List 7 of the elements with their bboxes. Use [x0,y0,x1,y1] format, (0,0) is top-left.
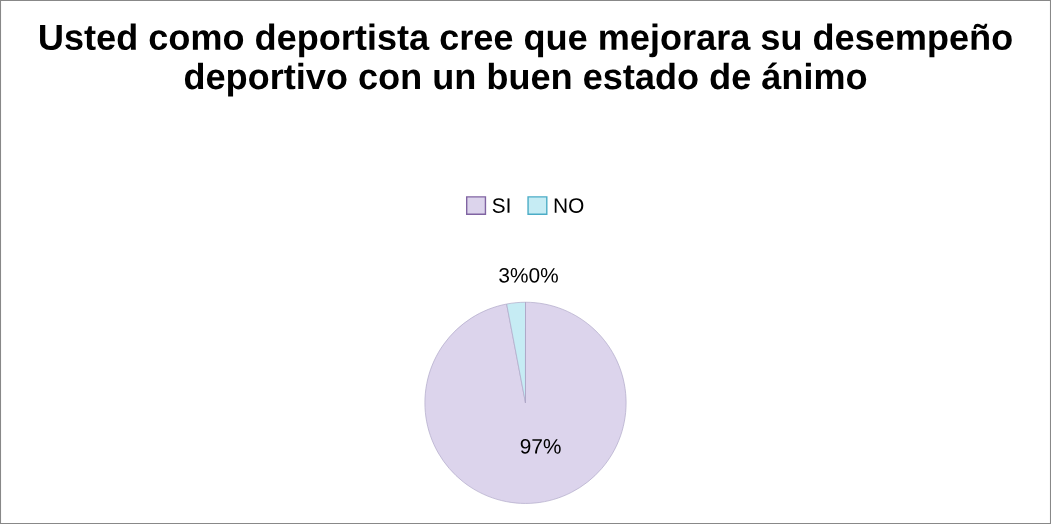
legend-label: NO [554,198,584,213]
data-label: 3% [499,267,528,283]
text: 0% [529,267,558,283]
legend-label: SI [492,198,510,213]
chart-title: Usted como deportista cree que mejorara su desempeño deportivo con un buen estado de ánimo [40,23,1012,97]
data-label: 97% [520,438,561,454]
pie-slice [424,301,627,504]
